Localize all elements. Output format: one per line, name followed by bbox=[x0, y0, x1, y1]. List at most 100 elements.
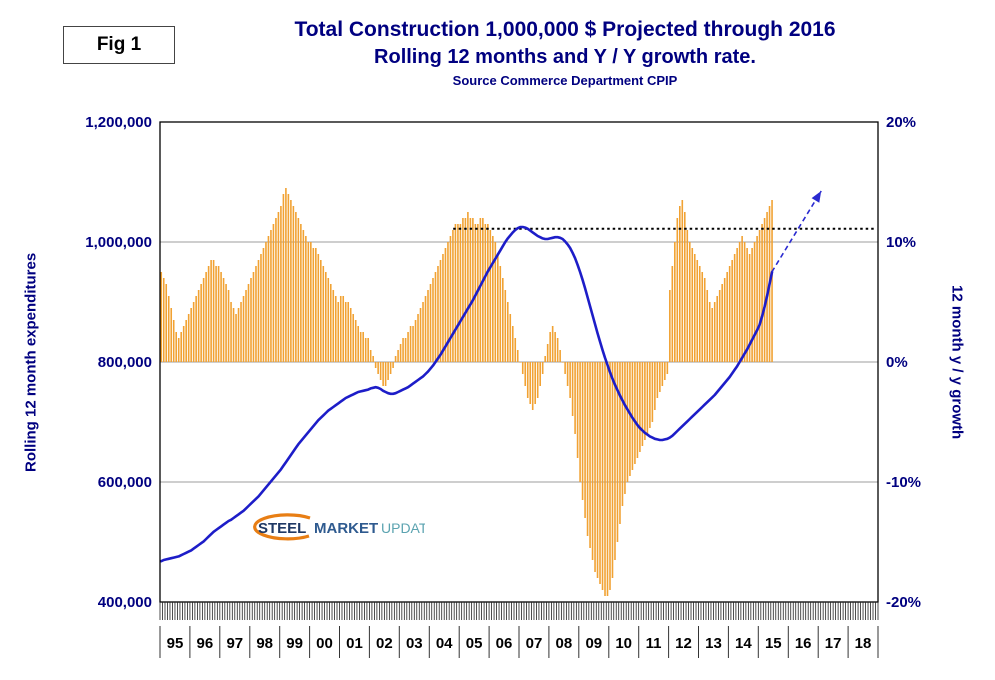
growth-bar bbox=[322, 266, 325, 362]
growth-bar bbox=[260, 254, 262, 362]
growth-bar bbox=[317, 254, 320, 362]
growth-bar bbox=[561, 362, 564, 363]
growth-bar bbox=[661, 362, 664, 386]
growth-bar bbox=[651, 362, 654, 422]
growth-bar bbox=[374, 362, 377, 368]
growth-bar bbox=[302, 230, 305, 362]
growth-bar bbox=[499, 266, 502, 362]
growth-bar bbox=[723, 278, 726, 362]
growth-bar bbox=[357, 326, 359, 362]
growth-bar bbox=[733, 254, 736, 362]
year-label: 01 bbox=[346, 635, 363, 652]
growth-bar bbox=[519, 362, 522, 363]
growth-bar bbox=[215, 266, 217, 362]
growth-bar bbox=[688, 242, 691, 362]
growth-bar bbox=[190, 308, 192, 362]
growth-bar bbox=[639, 362, 641, 452]
growth-bar bbox=[202, 278, 205, 362]
growth-bar bbox=[232, 308, 235, 362]
growth-bar bbox=[439, 260, 442, 362]
growth-bar bbox=[277, 212, 280, 362]
growth-bar bbox=[506, 302, 509, 362]
growth-bar bbox=[609, 362, 611, 590]
year-axis: 95 96 97 98 99 00 01 02 03 04 05 06 07 08 09 10 11 12 13 14… bbox=[159, 626, 879, 658]
growth-bar bbox=[432, 278, 434, 362]
expenditure-line-path bbox=[159, 225, 774, 563]
growth-bar bbox=[205, 272, 207, 362]
projection-arrow-head bbox=[811, 191, 822, 203]
growth-bar bbox=[634, 362, 636, 464]
growth-bar bbox=[392, 362, 394, 368]
figure-label-box: Fig 1 bbox=[63, 26, 175, 64]
growth-bar bbox=[698, 266, 701, 362]
left-axis-labels: 1,200,000 1,000,000 800,000 600,000 400,000 bbox=[85, 114, 152, 611]
year-label: 12 bbox=[675, 635, 692, 652]
growth-bar bbox=[706, 290, 709, 362]
growth-bar bbox=[409, 326, 412, 362]
projection-arrow bbox=[771, 190, 822, 273]
growth-bar bbox=[414, 320, 417, 362]
chart-title-line2: Rolling 12 months and Y / Y growth rate. bbox=[374, 46, 756, 69]
growth-bar bbox=[347, 302, 350, 362]
growth-bar bbox=[531, 362, 534, 410]
growth-bar bbox=[419, 308, 422, 362]
growth-bar bbox=[556, 338, 559, 362]
growth-bar bbox=[708, 302, 711, 362]
growth-bar bbox=[315, 248, 317, 362]
growth-bar bbox=[404, 338, 407, 362]
year-label: 16 bbox=[795, 635, 812, 652]
growth-bars bbox=[160, 188, 773, 596]
growth-bar bbox=[180, 332, 182, 362]
growth-bar bbox=[728, 266, 731, 362]
growth-bar bbox=[270, 230, 272, 362]
growth-bar bbox=[711, 308, 714, 362]
growth-bar bbox=[397, 350, 399, 362]
left-axis-tick-label: 600,000 bbox=[98, 474, 152, 491]
growth-bar bbox=[469, 218, 472, 362]
growth-bar bbox=[539, 362, 541, 386]
year-label: 97 bbox=[226, 635, 243, 652]
year-label: 07 bbox=[526, 635, 543, 652]
growth-bar bbox=[275, 218, 277, 362]
growth-bar bbox=[544, 356, 546, 362]
growth-bar bbox=[509, 314, 512, 362]
growth-bar bbox=[359, 332, 362, 362]
year-label: 06 bbox=[496, 635, 513, 652]
left-axis-tick-label: 400,000 bbox=[98, 594, 152, 611]
growth-bar bbox=[222, 278, 225, 362]
smu-logo: STEEL MARKET UPDATE bbox=[245, 510, 437, 551]
growth-bar bbox=[576, 362, 579, 458]
growth-bar bbox=[377, 362, 379, 374]
growth-bar bbox=[297, 218, 300, 362]
growth-bar bbox=[726, 272, 728, 362]
growth-bar bbox=[591, 362, 594, 560]
growth-bar bbox=[162, 278, 165, 362]
growth-bar bbox=[596, 362, 599, 578]
growth-bar bbox=[387, 362, 389, 380]
growth-bar bbox=[394, 356, 397, 362]
growth-bar bbox=[369, 350, 372, 362]
growth-bar bbox=[337, 302, 340, 362]
year-label: 00 bbox=[316, 635, 333, 652]
growth-bar bbox=[402, 338, 404, 362]
growth-bar bbox=[681, 200, 684, 362]
growth-bar bbox=[200, 284, 202, 362]
year-label: 08 bbox=[556, 635, 573, 652]
growth-bar bbox=[546, 344, 549, 362]
growth-bar bbox=[452, 230, 454, 362]
growth-bar bbox=[736, 248, 738, 362]
growth-bar bbox=[753, 242, 756, 362]
growth-bar bbox=[210, 260, 212, 362]
growth-bar bbox=[654, 362, 656, 410]
growth-bar bbox=[514, 338, 517, 362]
growth-bar bbox=[339, 296, 342, 362]
growth-bar bbox=[659, 362, 661, 392]
growth-bar bbox=[649, 362, 651, 428]
growth-bar bbox=[399, 344, 402, 362]
growth-bar bbox=[462, 218, 464, 362]
year-label: 14 bbox=[735, 635, 752, 652]
growth-bar bbox=[549, 332, 551, 362]
growth-bar bbox=[671, 266, 674, 362]
growth-bar bbox=[285, 188, 287, 362]
